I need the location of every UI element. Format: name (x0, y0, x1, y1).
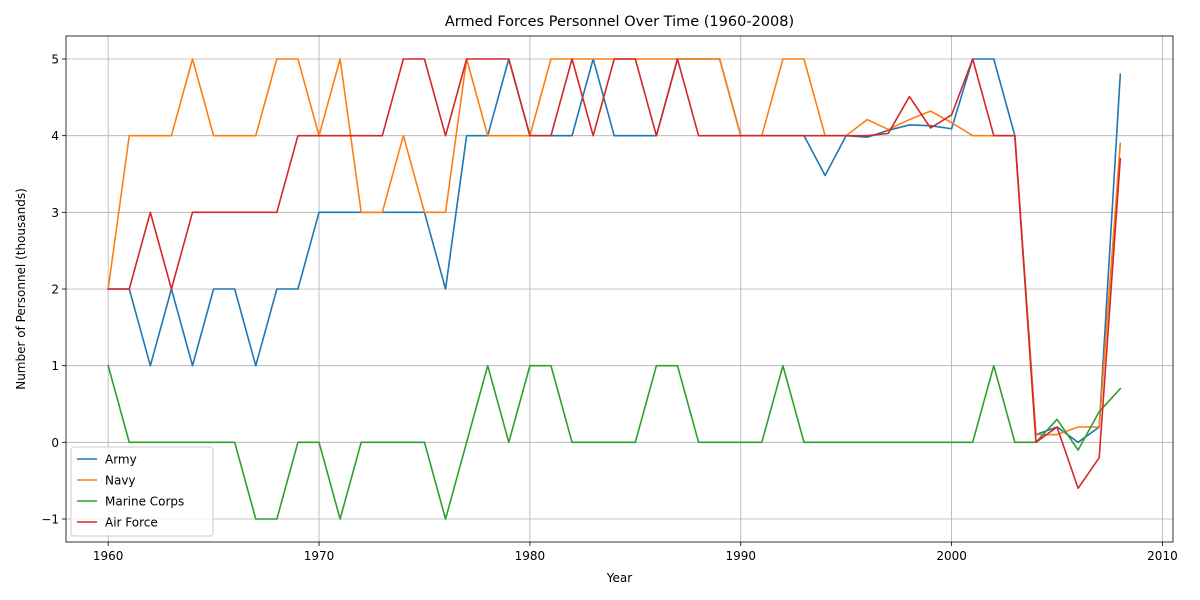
y-tick-label: 5 (51, 53, 59, 67)
x-tick-label: 1960 (93, 549, 124, 563)
chart-title: Armed Forces Personnel Over Time (1960-2… (445, 14, 794, 30)
y-tick-label: 2 (51, 283, 59, 297)
y-tick-label: −1 (41, 513, 59, 527)
x-axis-title: Year (606, 571, 632, 585)
y-tick-label: 3 (51, 206, 59, 220)
x-tick-label: 1990 (725, 549, 756, 563)
series-line-air-force (107, 58, 1122, 490)
grid-lines (66, 36, 1173, 542)
y-axis-title: Number of Personnel (thousands) (14, 188, 28, 390)
axis-ticks: 1960 1970 1980 1990 2000 2010 −1 0 1 2 3 4 5 (41, 53, 1177, 564)
x-tick-label: 1980 (515, 549, 546, 563)
series-line-marine-corps (107, 364, 1122, 520)
x-tick-label: 2010 (1147, 549, 1178, 563)
x-tick-label: 2000 (936, 549, 967, 563)
legend-label-army: Army (105, 453, 137, 467)
x-tick-label: 1970 (304, 549, 335, 563)
y-tick-label: 1 (51, 359, 59, 373)
legend-items: Army Navy Marine Corps Air Force (77, 453, 184, 530)
legend-label-marine-corps: Marine Corps (105, 495, 184, 509)
series-lines (107, 58, 1122, 520)
series-line-army (107, 58, 1122, 444)
legend-label-navy: Navy (105, 474, 136, 488)
y-tick-label: 4 (51, 129, 59, 143)
legend-box (70, 446, 214, 537)
plot-area: 1960 1970 1980 1990 2000 2010 −1 0 1 2 3 4 5 (41, 35, 1178, 564)
y-tick-label: 0 (51, 436, 59, 450)
legend-label-air-force: Air Force (105, 516, 158, 530)
legend: Army Navy Marine Corps Air Force (70, 446, 214, 537)
